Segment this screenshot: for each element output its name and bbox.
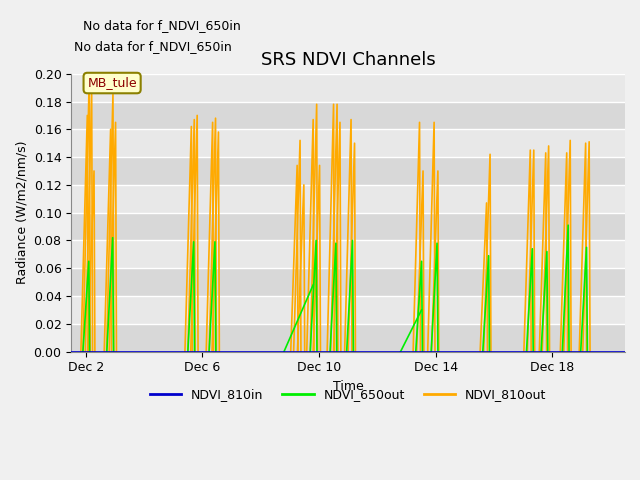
Bar bbox=[71, 102, 625, 129]
Bar bbox=[71, 74, 625, 102]
Title: SRS NDVI Channels: SRS NDVI Channels bbox=[260, 51, 435, 70]
X-axis label: Time: Time bbox=[333, 380, 364, 393]
Y-axis label: Radiance (W/m2/nm/s): Radiance (W/m2/nm/s) bbox=[15, 141, 28, 284]
Text: MB_tule: MB_tule bbox=[87, 76, 137, 90]
Bar bbox=[71, 213, 625, 240]
Legend: NDVI_810in, NDVI_650out, NDVI_810out: NDVI_810in, NDVI_650out, NDVI_810out bbox=[145, 384, 551, 407]
Bar bbox=[71, 268, 625, 296]
Bar bbox=[71, 240, 625, 268]
Bar bbox=[71, 157, 625, 185]
Text: No data for f_NDVI_650in: No data for f_NDVI_650in bbox=[83, 19, 241, 32]
Text: No data for f_NDVI_650in: No data for f_NDVI_650in bbox=[74, 40, 232, 53]
Bar bbox=[71, 129, 625, 157]
Bar bbox=[71, 324, 625, 351]
Bar bbox=[71, 296, 625, 324]
Bar bbox=[71, 185, 625, 213]
